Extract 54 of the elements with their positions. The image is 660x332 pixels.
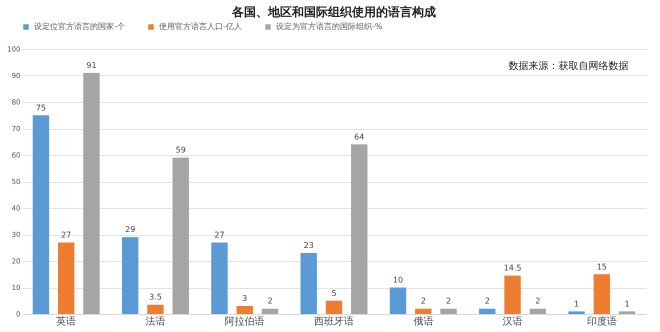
data-label: 91 <box>86 60 97 70</box>
bar <box>594 274 610 314</box>
data-label: 23 <box>304 241 314 250</box>
x-tick-label: 英语 <box>56 316 76 328</box>
legend-label: 设定位官方语言的国家-个 <box>34 22 125 31</box>
data-label: 2 <box>446 296 452 306</box>
bar <box>390 288 406 314</box>
data-label: 1 <box>574 299 580 308</box>
data-label: 27 <box>61 230 72 240</box>
x-tick-label: 汉语 <box>502 316 523 328</box>
x-tick-label: 西班牙语 <box>314 316 354 328</box>
bar <box>415 308 432 314</box>
data-label: 14.5 <box>504 264 522 273</box>
bar <box>262 308 278 314</box>
data-label: 64 <box>354 132 364 142</box>
legend-label: 设定为官方语言的国际组织-% <box>276 22 383 31</box>
chart-title: 各国、地区和国际组织使用的语言构成 <box>231 5 436 19</box>
data-label: 10 <box>392 276 404 284</box>
x-tick-label: 俄语 <box>413 316 434 328</box>
x-tick-label: 印度语 <box>586 316 617 328</box>
data-label: 1 <box>624 299 630 308</box>
bar <box>568 311 585 314</box>
bar <box>83 72 100 314</box>
data-label: 29 <box>125 225 136 234</box>
bar <box>440 308 457 314</box>
bar <box>479 308 496 314</box>
data-label: 3.5 <box>149 292 162 302</box>
bar <box>58 242 74 314</box>
bar <box>530 308 546 314</box>
bar <box>236 306 253 314</box>
bar <box>122 237 138 314</box>
data-label: 2 <box>267 296 273 306</box>
data-label: 2 <box>484 296 490 306</box>
legend-label: 使用官方语言人口-亿人 <box>159 22 242 31</box>
data-label: 5 <box>331 288 337 298</box>
bar <box>147 304 164 314</box>
bar <box>326 300 342 314</box>
bar <box>351 144 368 314</box>
bar <box>504 276 521 314</box>
data-label: 27 <box>214 230 225 240</box>
bar <box>211 242 228 314</box>
data-label: 2 <box>535 296 540 306</box>
data-label: 2 <box>420 296 426 306</box>
x-tick-label: 法语 <box>145 316 166 328</box>
bar <box>172 158 189 314</box>
x-tick-label: 阿拉伯语 <box>224 316 265 328</box>
data-label: 75 <box>36 103 46 112</box>
data-label: 59 <box>176 146 186 155</box>
bar <box>300 253 317 314</box>
bar <box>32 115 50 314</box>
annotation: 数据来源：获取自网络数据 <box>508 60 629 72</box>
data-label: 3 <box>242 294 248 304</box>
data-label: 15 <box>596 262 607 272</box>
bar <box>618 311 636 314</box>
